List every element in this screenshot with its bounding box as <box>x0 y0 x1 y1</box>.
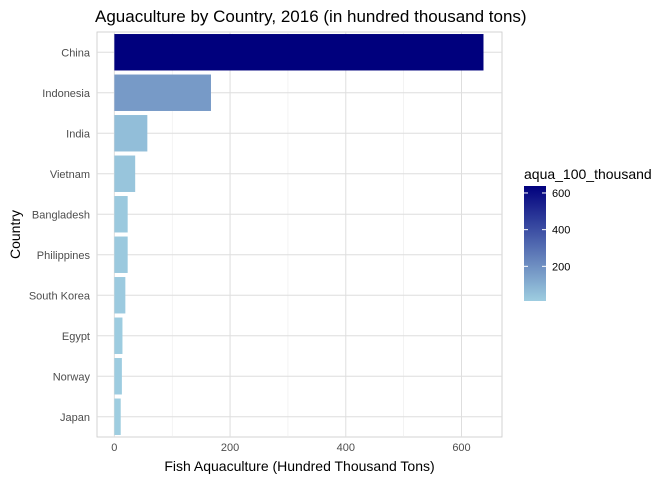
y-tick-label: Philippines <box>37 250 91 262</box>
y-axis-title: Country <box>7 210 23 259</box>
bar <box>114 398 121 435</box>
y-tick-label: Bangladesh <box>32 209 90 221</box>
chart-title: Aguaculture by Country, 2016 (in hundred… <box>95 7 527 26</box>
legend-break-label: 200 <box>552 261 570 273</box>
bar <box>114 317 123 354</box>
legend-breaks: 200 400 600 <box>524 188 570 273</box>
x-tick-label: 600 <box>452 442 470 454</box>
y-tick-label: Egypt <box>62 331 90 343</box>
y-tick-label: India <box>66 128 91 140</box>
y-tick-label: Japan <box>60 412 90 424</box>
bar <box>114 277 126 314</box>
bar <box>114 236 128 273</box>
x-tick-label: 200 <box>221 442 239 454</box>
legend-title: aqua_100_thousand <box>524 166 652 182</box>
bar <box>114 196 128 233</box>
x-tick-label: 0 <box>111 442 117 454</box>
y-tick-label: Indonesia <box>42 88 91 100</box>
bar <box>114 74 211 111</box>
y-tick-label: China <box>61 47 91 59</box>
bar <box>114 115 148 152</box>
legend-colorbar <box>524 186 546 301</box>
x-tick-label: 400 <box>337 442 355 454</box>
legend-break-label: 400 <box>552 225 570 237</box>
bar <box>114 155 136 192</box>
y-tick-label: Norway <box>53 371 91 383</box>
y-tick-labels: China Indonesia India Vietnam Bangladesh Phil… <box>29 47 91 424</box>
bar <box>114 34 484 71</box>
x-axis-title: Fish Aquaculture (Hundred Thousand Tons) <box>164 458 434 474</box>
bars <box>114 34 484 435</box>
y-tick-label: Vietnam <box>50 169 90 181</box>
legend-break-label: 600 <box>552 188 570 200</box>
y-tick-label: South Korea <box>29 290 91 302</box>
x-tick-labels: 0 200 400 600 <box>111 442 470 454</box>
bar <box>114 358 122 395</box>
